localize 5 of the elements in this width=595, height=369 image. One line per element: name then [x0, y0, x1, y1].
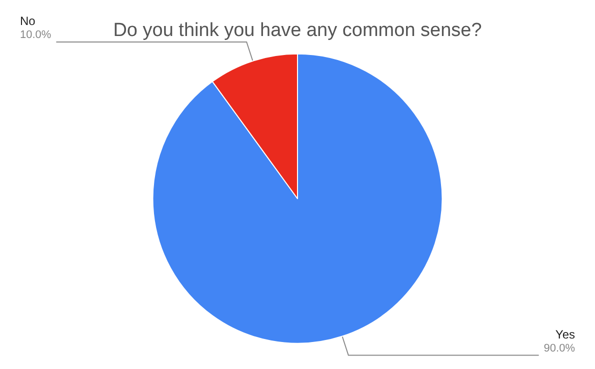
slice-label: No — [20, 14, 36, 28]
data-label: 10.0% — [20, 28, 52, 41]
chart-title: Do you think you have any common sense? — [113, 20, 482, 41]
slice-label: Yes — [555, 327, 575, 342]
data-label: 90.0% — [544, 342, 576, 354]
